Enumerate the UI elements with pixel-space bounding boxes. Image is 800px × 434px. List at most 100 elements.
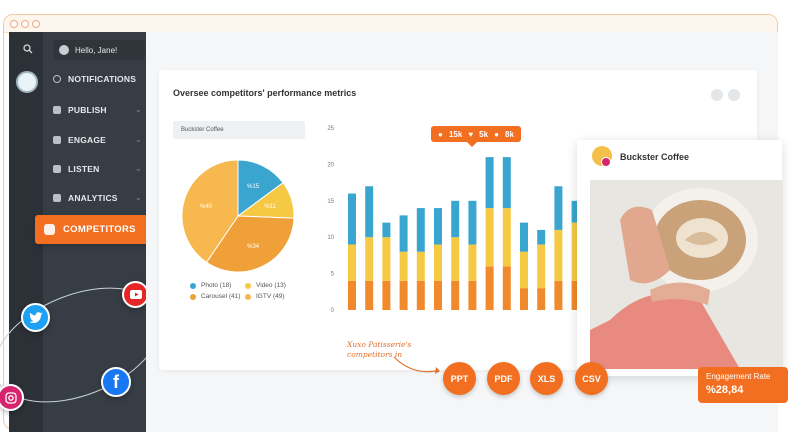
bar-segment[interactable] (554, 280, 563, 310)
account-select[interactable]: Buckster Coffee (173, 121, 305, 139)
pie-slice-carousel[interactable] (205, 215, 295, 273)
heart-icon: ♥ (468, 129, 474, 139)
export-xls-button[interactable]: XLS (530, 362, 563, 395)
bar-segment[interactable] (537, 244, 546, 289)
instagram-badge-icon (601, 157, 611, 167)
tooltip-likes: 5k (479, 129, 489, 139)
bar-segment[interactable] (399, 280, 408, 310)
note-line-1: Xuxo Patisserie's (347, 340, 412, 349)
bar-segment[interactable] (468, 200, 477, 245)
bar-segment[interactable] (537, 288, 546, 310)
bar-segment[interactable] (348, 280, 356, 310)
chevron-down-icon: ⌄ (135, 105, 142, 114)
sidebar-item-notifications[interactable]: NOTIFICATIONS (53, 70, 136, 88)
youtube-icon[interactable] (122, 281, 149, 308)
search-icon[interactable] (23, 44, 33, 54)
bar-segment[interactable] (348, 244, 356, 281)
bar-segment[interactable] (485, 266, 494, 310)
bar-segment[interactable] (571, 280, 580, 310)
window-dot-maximize[interactable] (32, 20, 40, 28)
sidebar-item-label: ANALYTICS (68, 193, 118, 203)
bar-segment[interactable] (537, 229, 546, 245)
analytics-icon (53, 194, 61, 202)
bar-segment[interactable] (520, 251, 528, 289)
pie-slice-label: %15 (247, 184, 260, 190)
y-tick-label: 0 (331, 308, 335, 314)
sidebar-item-listen[interactable]: LISTEN ⌄ (53, 160, 142, 178)
brand-logo[interactable] (16, 71, 38, 93)
bell-icon (53, 75, 61, 83)
legend-label: Photo (18) (201, 282, 232, 289)
export-pdf-button[interactable]: PDF (487, 362, 520, 395)
engagement-label: Engagement Rate (706, 372, 771, 381)
bar-segment[interactable] (485, 208, 494, 267)
publish-icon (53, 106, 61, 114)
bar-segment[interactable] (485, 157, 494, 209)
y-tick-label: 20 (327, 162, 334, 168)
pie-slice-photo[interactable] (237, 159, 284, 217)
sidebar-item-analytics[interactable]: ANALYTICS ⌄ (53, 189, 142, 207)
bar-segment[interactable] (382, 222, 391, 238)
sidebar-item-label: LISTEN (68, 164, 100, 174)
bar-segment[interactable] (399, 251, 408, 281)
bar-segment[interactable] (348, 193, 356, 245)
bar-segment[interactable] (399, 215, 408, 252)
post-account-name: Buckster Coffee (620, 152, 690, 162)
tooltip-comments: 15k (448, 129, 463, 139)
bar-segment[interactable] (451, 280, 460, 310)
bar-segment[interactable] (451, 200, 460, 238)
sidebar-item-label: NOTIFICATIONS (68, 74, 137, 84)
instagram-icon[interactable] (0, 384, 24, 411)
export-ppt-button[interactable]: PPT (443, 362, 476, 395)
legend-video: Video (13) (245, 282, 286, 289)
chevron-down-icon: ⌄ (135, 193, 142, 202)
next-button[interactable] (728, 89, 740, 101)
bar-segment[interactable] (416, 251, 425, 281)
sidebar-item-competitors[interactable]: COMPETITORS (35, 215, 155, 244)
legend-swatch (190, 293, 196, 300)
y-tick-label: 5 (331, 272, 335, 278)
pie-slice-igtv[interactable] (181, 159, 239, 264)
export-csv-button[interactable]: CSV (575, 362, 608, 395)
sidebar-item-publish[interactable]: PUBLISH ⌄ (53, 101, 142, 119)
prev-button[interactable] (711, 89, 723, 101)
twitter-icon[interactable] (21, 303, 50, 332)
bar-segment[interactable] (365, 186, 374, 238)
chevron-down-icon: ⌄ (135, 164, 142, 173)
bar-segment[interactable] (434, 244, 442, 281)
bar-segment[interactable] (468, 244, 477, 281)
title-bar (4, 15, 777, 33)
window-dot-minimize[interactable] (21, 20, 29, 28)
listen-icon (53, 165, 61, 173)
bar-segment[interactable] (416, 280, 425, 310)
user-greeting[interactable]: Hello, Jane! (53, 40, 145, 60)
legend-label: Carousel (41) (201, 293, 241, 300)
bar-segment[interactable] (434, 208, 442, 245)
bar-segment[interactable] (434, 280, 442, 310)
bar-segment[interactable] (382, 280, 391, 310)
bar-segment[interactable] (502, 157, 511, 209)
bar-segment[interactable] (554, 186, 563, 230)
bar-segment[interactable] (468, 280, 477, 310)
bar-segment[interactable] (520, 222, 528, 252)
post-photo[interactable] (590, 180, 783, 369)
bar-segment[interactable] (571, 200, 580, 223)
pie-chart: %15 %11 %34 %40 (181, 159, 295, 273)
sidebar-item-engage[interactable]: ENGAGE ⌄ (53, 131, 142, 149)
greeting-label: Hello, Jane! (75, 45, 118, 55)
pie-slice-label: %34 (247, 244, 260, 250)
bar-segment[interactable] (451, 237, 460, 281)
window-dot-close[interactable] (10, 20, 18, 28)
facebook-icon[interactable]: f (101, 367, 131, 397)
page-title: Oversee competitors' performance metrics (173, 88, 357, 98)
bar-segment[interactable] (502, 266, 511, 310)
avatar (59, 45, 69, 55)
bar-segment[interactable] (365, 237, 374, 281)
bar-segment[interactable] (502, 208, 511, 267)
bar-segment[interactable] (416, 208, 425, 252)
bar-segment[interactable] (520, 288, 528, 310)
bar-segment[interactable] (571, 222, 580, 281)
bar-segment[interactable] (554, 229, 563, 281)
bar-segment[interactable] (382, 237, 391, 281)
bar-segment[interactable] (365, 280, 374, 310)
